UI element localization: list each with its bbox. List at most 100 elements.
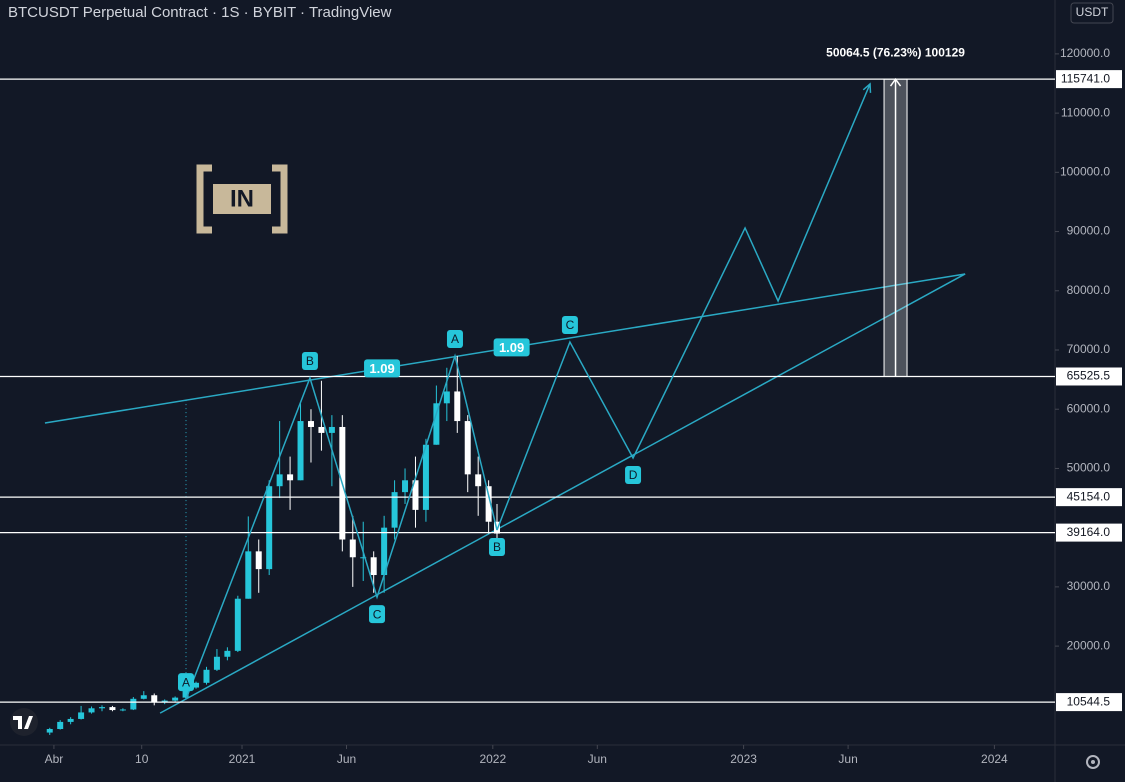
candle-body — [130, 698, 137, 710]
ratio-label: 1.09 — [499, 340, 524, 355]
level-label-box — [1056, 693, 1122, 712]
candle-body — [307, 421, 314, 427]
x-tick-label: 2024 — [981, 752, 1008, 766]
candle-body — [328, 426, 335, 433]
wave-label: B — [306, 354, 314, 368]
ratio-label: 1.09 — [369, 361, 394, 376]
candle-body — [276, 474, 283, 487]
level-label: 45154.0 — [1067, 489, 1111, 503]
wave-label-box — [301, 352, 318, 371]
candle-body — [454, 391, 461, 422]
x-tick-label: Abr — [45, 752, 64, 766]
x-tick-label: Jun — [337, 752, 356, 766]
tradingview-logo — [10, 708, 38, 736]
ratio-label-box — [493, 338, 530, 357]
wave-label-box — [488, 538, 505, 557]
x-tick-label: 2023 — [730, 752, 757, 766]
x-tick-label: Jun — [588, 752, 607, 766]
y-tick-label: 50000.0 — [1067, 461, 1111, 475]
candle-body — [422, 444, 429, 510]
y-tick-label: 70000.0 — [1067, 342, 1111, 356]
level-label-box — [1056, 367, 1122, 386]
candle-body — [381, 527, 388, 576]
y-tick-label: 60000.0 — [1067, 401, 1111, 415]
wave-label: C — [566, 318, 575, 332]
candle-body — [193, 682, 200, 688]
candle-body — [255, 551, 262, 570]
wedge-line — [159, 273, 966, 714]
currency-label[interactable]: USDT — [1076, 5, 1109, 19]
candle-body — [402, 480, 409, 493]
level-label-box — [1056, 523, 1122, 542]
wave-label: C — [373, 607, 382, 621]
level-label-box — [1056, 488, 1122, 507]
candle-body — [109, 707, 116, 711]
y-tick-label: 30000.0 — [1067, 579, 1111, 593]
x-tick-label: 2022 — [479, 752, 506, 766]
y-tick-label: 90000.0 — [1067, 224, 1111, 238]
candle-body — [443, 391, 450, 404]
candle-body — [224, 650, 231, 657]
measure-arrowhead — [889, 77, 902, 87]
candle-body — [182, 687, 189, 698]
wave-label-box — [369, 605, 386, 624]
candle-body — [287, 474, 294, 481]
candle-body — [88, 708, 95, 713]
settings-icon[interactable] — [1086, 755, 1100, 769]
ratio-label-box — [364, 359, 401, 378]
wave-label: A — [451, 332, 459, 346]
y-tick-label: 120000.0 — [1060, 46, 1110, 60]
candle-body — [370, 557, 377, 576]
wave-path — [496, 83, 871, 531]
brand-logo — [196, 164, 288, 234]
x-tick-label: Jun — [838, 752, 857, 766]
currency-button[interactable] — [1070, 2, 1114, 24]
brand-logo-text: IN — [230, 185, 254, 212]
y-tick-label: 80000.0 — [1067, 283, 1111, 297]
wave-arrowhead — [862, 82, 872, 93]
candle-body — [349, 539, 356, 558]
wave-label: B — [493, 540, 501, 554]
candle-body — [161, 700, 168, 703]
wave-label-box — [178, 673, 195, 692]
candle-body — [203, 669, 210, 683]
candle-body — [234, 598, 241, 651]
candle-body — [391, 492, 398, 528]
candle-body — [46, 729, 53, 733]
candle-body — [172, 697, 179, 701]
candle-body — [360, 557, 367, 559]
candle-body — [98, 707, 105, 709]
wave-label-box — [446, 330, 463, 349]
candle-body — [485, 486, 492, 522]
level-label-box — [1056, 70, 1122, 89]
candle-body — [245, 551, 252, 599]
candle-body — [140, 695, 147, 699]
wave-label: A — [182, 675, 190, 689]
candle-body — [67, 718, 74, 722]
candle-body — [464, 421, 471, 475]
y-tick-label: 20000.0 — [1067, 638, 1111, 652]
level-label: 115741.0 — [1061, 71, 1110, 85]
candle-body — [213, 656, 220, 670]
chart-title: BTCUSDT Perpetual Contract · 1S · BYBIT … — [8, 4, 392, 21]
candle-body — [318, 426, 325, 433]
wave-path — [185, 353, 498, 700]
candle-body — [266, 486, 273, 570]
y-tick-label: 100000.0 — [1060, 165, 1110, 179]
x-tick-label: 2021 — [229, 752, 256, 766]
measure-label: 50064.5 (76.23%) 100129 — [826, 45, 965, 59]
candle-body — [297, 421, 304, 481]
candle-body — [475, 474, 482, 487]
level-label: 65525.5 — [1067, 369, 1111, 383]
wave-label: D — [629, 468, 638, 482]
candle-body — [412, 480, 419, 510]
candle-body — [433, 403, 440, 445]
y-tick-label: 110000.0 — [1061, 105, 1110, 119]
x-tick-label: 10 — [135, 752, 149, 766]
candle-body — [78, 712, 85, 719]
candle-body — [119, 709, 126, 711]
level-label: 39164.0 — [1067, 525, 1111, 539]
